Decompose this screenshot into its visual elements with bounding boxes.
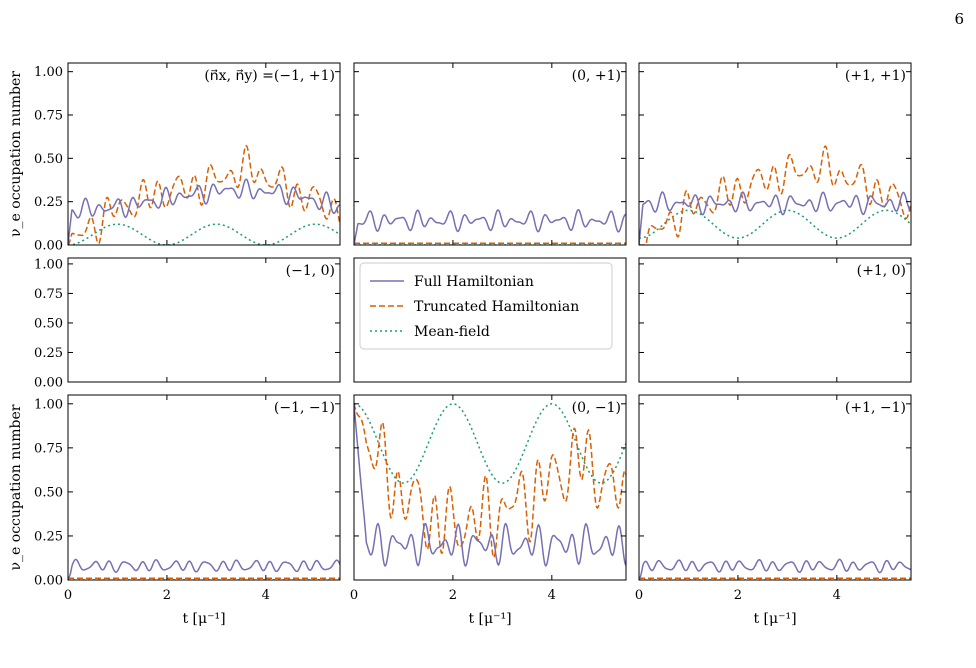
series-full-p1m1 [639,558,911,580]
panel-frame-p1p1 [638,62,912,246]
ytick-label: 0.00 [34,376,63,391]
panel-label-p1p1: (+1, +1) [845,68,906,84]
panel-label-0p1: (0, +1) [572,68,621,84]
xtick-label: 0 [64,588,72,603]
series-meanfield-m1p1 [68,223,340,245]
ytick-label: 0.50 [34,152,63,167]
ytick-label: 0.75 [34,287,63,302]
series-full-0m1 [354,403,626,567]
series-full-m1m1 [68,558,340,580]
panel-label-p10: (+1, 0) [857,263,906,279]
ytick-label: 0.50 [34,485,63,500]
panel-frame-p10 [638,257,912,383]
xtick-label: 0 [350,588,358,603]
panel-label-m1m1: (−1, −1) [274,400,335,416]
page-number: 6 [954,10,964,28]
panel-frame-00 [353,257,627,383]
ytick-label: 0.50 [34,316,63,331]
ytick-label: 0.00 [34,239,63,254]
panel-frame-m1m1 [67,394,341,581]
panel-label-m1p1: (n⃗x, n⃗y) =(−1, +1) [204,68,335,84]
ytick-label: 1.00 [34,397,63,412]
y-axis-label: ν_e occupation number [8,71,24,237]
xtick-label: 4 [548,588,556,603]
xtick-label: 2 [163,588,171,603]
x-axis-label: t [μ⁻¹] [182,611,225,627]
ytick-label: 0.25 [34,195,63,210]
x-axis-label: t [μ⁻¹] [468,611,511,627]
panel-label-0m1: (0, −1) [572,400,621,416]
panel-frame-m10 [67,257,341,383]
xtick-label: 2 [449,588,457,603]
xtick-label: 4 [262,588,270,603]
series-full-0p1 [354,208,626,245]
ytick-label: 0.75 [34,441,63,456]
ytick-label: 0.25 [34,529,63,544]
legend-entry-label: Full Hamiltonian [414,274,534,290]
y-axis-label: ν_e occupation number [8,404,24,570]
xtick-label: 4 [833,588,841,603]
xtick-label: 0 [635,588,643,603]
panel-frame-p1m1 [638,394,912,581]
panel-label-m10: (−1, 0) [286,263,335,279]
series-truncated-0m1 [354,403,626,560]
x-axis-label: t [μ⁻¹] [753,611,796,627]
ytick-label: 0.25 [34,346,63,361]
legend-entry-label: Truncated Hamiltonian [414,299,579,315]
series-full-m1p1 [68,178,340,245]
panel-label-p1m1: (+1, −1) [845,400,906,416]
ytick-label: 0.75 [34,109,63,124]
series-truncated-m1p1 [68,144,340,245]
ytick-label: 1.00 [34,65,63,80]
panel-frame-0p1 [353,62,627,246]
legend-box [359,262,613,350]
panel-frame-m1p1 [67,62,341,246]
series-meanfield-p1p1 [639,209,911,239]
ytick-label: 0.00 [34,574,63,589]
xtick-label: 2 [734,588,742,603]
ytick-label: 1.00 [34,257,63,272]
series-full-p1p1 [639,191,911,245]
series-meanfield-0m1 [354,403,626,484]
panel-frame-0m1 [353,394,627,581]
legend-entry-label: Mean-field [414,324,490,340]
